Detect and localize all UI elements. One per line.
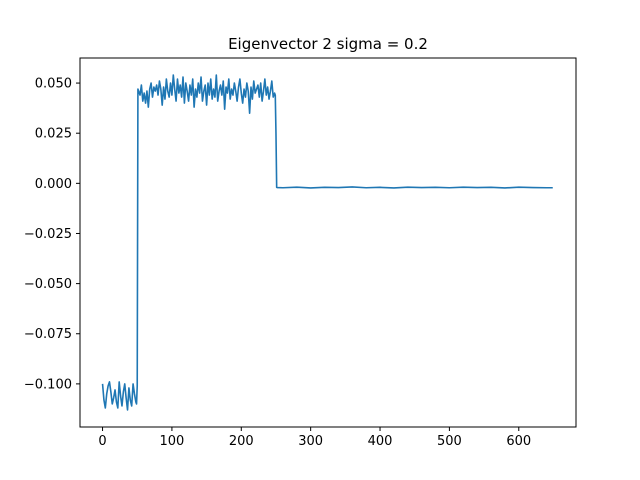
y-tick-label: −0.075 <box>24 327 72 342</box>
x-axis: 0 100 200 300 400 500 600 <box>98 427 531 449</box>
y-tick-label: 0.050 <box>35 77 72 92</box>
plot-frame <box>79 57 577 428</box>
x-tick-label: 100 <box>160 434 185 449</box>
y-tick-label: −0.050 <box>24 277 72 292</box>
chart-title: Eigenvector 2 sigma = 0.2 <box>228 35 428 53</box>
x-tick-label: 600 <box>506 434 531 449</box>
y-tick-label: 0.025 <box>35 127 72 142</box>
x-tick-label: 0 <box>98 434 106 449</box>
y-axis: 0.050 0.025 0.000 −0.025 −0.050 −0.075 −0.100 <box>24 77 80 392</box>
x-tick-label: 500 <box>437 434 462 449</box>
y-tick-label: −0.025 <box>24 227 72 242</box>
series-layer <box>101 74 553 411</box>
y-tick-label: −0.100 <box>24 377 72 392</box>
x-tick-label: 400 <box>368 434 393 449</box>
x-tick-label: 300 <box>298 434 323 449</box>
series-line-0 <box>101 74 553 411</box>
x-tick-label: 200 <box>229 434 254 449</box>
y-tick-label: 0.000 <box>35 177 72 192</box>
